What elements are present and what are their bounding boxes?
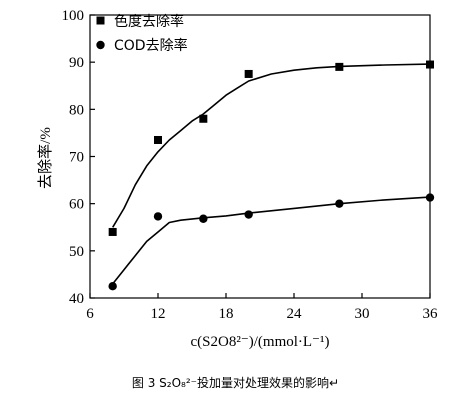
legend-label-color: 色度去除率 [114,13,184,30]
x-tick-label: 12 [151,306,166,322]
y-tick-label: 100 [62,8,85,24]
data-point-cod-removal [244,210,253,219]
y-axis-title: 去除率/% [37,127,54,189]
data-point-color-removal [154,135,162,144]
data-point-cod-removal [153,212,163,221]
x-tick-label: 36 [423,306,439,322]
data-point-cod-removal [108,282,117,291]
x-tick-label: 24 [287,306,303,322]
data-point-color-removal [335,62,344,71]
data-point-color-removal [244,69,253,78]
series-line-cod-removal [112,196,431,285]
data-point-color-removal [199,114,208,123]
y-tick-label: 60 [69,197,84,213]
y-tick-label: 90 [69,55,84,71]
plot-frame [89,14,431,299]
x-tick-label: 6 [86,306,94,322]
x-axis-title: c(S2O8²⁻)/(mmol·L⁻¹) [191,334,330,350]
legend-label-cod: COD去除率 [114,37,188,54]
data-point-cod-removal [199,214,208,223]
y-tick-label: 70 [69,150,84,166]
series-line-color-removal [112,63,431,228]
x-tick-label: 18 [219,306,234,322]
x-tick-label: 30 [355,306,370,322]
legend-square-marker [96,16,105,25]
data-point-color-removal [108,227,117,236]
data-point-cod-removal [335,199,344,208]
y-tick-label: 40 [69,291,84,307]
ticks-layer: 6 12 18 24 30 36 40 50 60 70 80 90 100 [62,8,439,322]
legend: 色度去除率 COD去除率 [96,13,188,54]
figure-caption: 图 3 S₂O₈²⁻投加量对处理效果的影响↵ [131,376,340,390]
marker-layer [108,60,435,291]
y-tick-label: 50 [69,244,84,260]
legend-circle-marker [96,40,105,50]
curve-layer [112,63,431,285]
y-tick-label: 80 [69,102,84,118]
